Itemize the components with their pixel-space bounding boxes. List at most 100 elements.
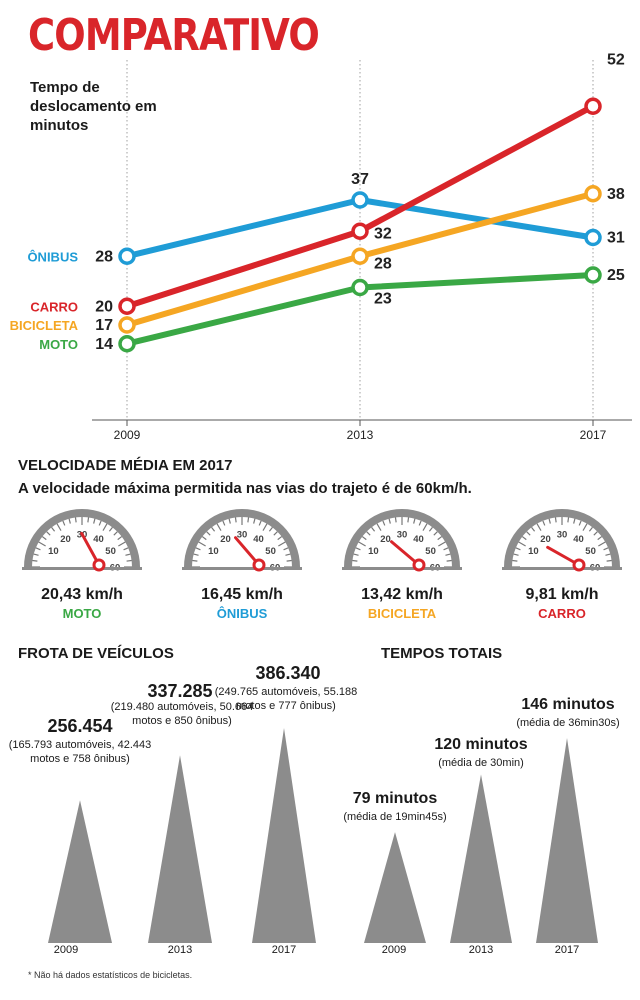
gauge-tick-onibus-10: [228, 518, 231, 524]
gauge-tick-onibus-9: [222, 520, 226, 526]
time-total-2013: 120 minutos: [434, 736, 528, 753]
gauge-tick-moto-17: [108, 526, 113, 532]
gauge-tick-bicicleta-4: [358, 541, 366, 547]
time-detail-2013: (média de 30min): [438, 757, 524, 769]
time-total-2017: 146 minutos: [521, 696, 615, 713]
times-triangle-2009: [364, 832, 426, 943]
gauge-tick-onibus-15: [258, 520, 262, 526]
series-label-carro: CARRO: [30, 299, 78, 314]
gauge-value-onibus: 16,45 km/h: [201, 586, 283, 603]
point-bicicleta-2013: [351, 247, 369, 265]
gauge-scale-moto-20: 20: [60, 534, 71, 545]
gauge-tick-onibus-18: [273, 531, 278, 536]
gauge-tick-onibus-20: [278, 541, 286, 547]
gauge-tick-bicicleta-22: [445, 553, 451, 556]
gauge-tick-carro-11: [554, 517, 557, 523]
gauge-inner-bicicleta: [352, 517, 452, 567]
gauge-tick-moto-5: [41, 536, 47, 541]
fleet-detail-2013: (219.480 automóveis, 50.664 motos e 850 …: [110, 701, 254, 727]
gauge-tick-onibus-17: [268, 526, 273, 532]
gauge-base-carro: [502, 567, 622, 570]
times-triangle-2017: [536, 738, 598, 943]
gauge-tick-onibus-21: [283, 547, 289, 551]
gauge-tick-moto-1: [32, 559, 38, 562]
gauge-inner-onibus: [192, 517, 292, 567]
gauge-tick-carro-14: [573, 518, 576, 524]
gauge-tick-carro-9: [542, 520, 546, 526]
gauge-tick-moto-10: [68, 518, 71, 524]
gauge-tick-bicicleta-21: [443, 547, 449, 551]
point-onibus-2009: [118, 247, 136, 265]
gauge-tick-carro-7: [531, 526, 536, 532]
fleet-year-2013: 2013: [167, 944, 193, 956]
gauge-tick-bicicleta-5: [361, 536, 367, 541]
gauge-tick-onibus-22: [285, 553, 291, 556]
gauge-tick-moto-15: [98, 520, 102, 526]
speed-title: VELOCIDADE MÉDIA EM 2017: [18, 457, 233, 474]
data-label-carro-2017: 52: [607, 51, 625, 68]
gauge-value-bicicleta: 13,42 km/h: [361, 586, 443, 603]
gauge-tick-moto-3: [35, 547, 41, 551]
gauge-tick-onibus-3: [195, 547, 201, 551]
gauge-tick-onibus-4: [198, 541, 206, 547]
gauge-value-carro: 9,81 km/h: [525, 586, 599, 603]
gauge-scale-moto-40: 40: [93, 534, 104, 545]
speed-note: A velocidade máxima permitida nas vias d…: [18, 480, 472, 497]
fleet-detail-2009: (165.793 automóveis, 42.443 motos e 758 …: [8, 739, 152, 765]
fleet-title: FROTA DE VEÍCULOS: [18, 645, 174, 662]
gauge-tick-carro-13: [567, 517, 570, 523]
gauge-tick-bicicleta-9: [382, 520, 386, 526]
gauge-tick-bicicleta-17: [428, 526, 433, 532]
gauge-tick-carro-1: [512, 559, 518, 562]
gauge-tick-moto-9: [62, 520, 66, 526]
gauge-base-onibus: [182, 567, 302, 570]
gauge-scale-onibus-10: 10: [208, 546, 219, 557]
gauge-inner-moto: [32, 517, 132, 567]
point-bicicleta-2017: [584, 185, 602, 203]
gauge-scale-bicicleta-10: 10: [368, 546, 379, 557]
gauge-tick-moto-7: [51, 526, 56, 532]
point-carro-2017: [584, 97, 602, 115]
point-carro-2013: [351, 222, 369, 240]
line-chart: 2009 2013 2017 28 37 31 ÔNIBUS 20 32 52 CARRO 17 28…: [10, 51, 632, 442]
data-label-moto-2013: 23: [374, 291, 392, 308]
gauge-tick-moto-20: [118, 541, 126, 547]
fleet-total-2017: 386.340: [255, 663, 321, 683]
times-year-2017: 2017: [554, 944, 580, 956]
gauge-tick-bicicleta-13: [407, 517, 410, 523]
gauge-tick-carro-4: [518, 541, 526, 547]
gauge-tick-moto-4: [38, 541, 46, 547]
gauge-tick-bicicleta-15: [418, 520, 422, 526]
gauge-tick-bicicleta-7: [371, 526, 376, 532]
data-label-carro-2009: 20: [95, 298, 113, 315]
gauge-scale-bicicleta-30: 30: [397, 530, 408, 541]
gauge-tick-carro-2: [513, 553, 519, 556]
data-label-bicicleta-2017: 38: [607, 186, 625, 203]
gauge-tick-bicicleta-1: [352, 559, 358, 562]
point-bicicleta-2009: [118, 316, 136, 334]
gauge-tick-carro-6: [526, 531, 531, 536]
gauge-tick-onibus-2: [193, 553, 199, 556]
series-label-moto: MOTO: [39, 337, 78, 352]
gauge-scale-moto-10: 10: [48, 546, 59, 557]
gauge-scale-carro-20: 20: [540, 534, 551, 545]
chart-subtitle: Tempo de deslocamento em minutos: [30, 79, 157, 134]
data-label-onibus-2013: 37: [351, 171, 369, 188]
gauge-tick-onibus-8: [216, 523, 222, 531]
gauge-tick-moto-22: [125, 553, 131, 556]
fleet-total-2013: 337.285: [147, 681, 213, 701]
gauge-label-moto: MOTO: [62, 606, 102, 621]
fleet-triangle-2013: [148, 755, 212, 943]
gauge-pivot-bicicleta: [412, 558, 426, 572]
gauge-inner-carro: [512, 517, 612, 567]
gauge-tick-moto-21: [123, 547, 129, 551]
gauge-tick-bicicleta-11: [394, 517, 397, 523]
gauge-tick-moto-14: [93, 518, 96, 524]
gauge-tick-carro-19: [597, 536, 603, 541]
point-moto-2017: [584, 266, 602, 284]
gauge-tick-moto-16: [102, 523, 108, 531]
data-label-bicicleta-2013: 28: [374, 255, 392, 272]
gauge-tick-bicicleta-3: [355, 547, 361, 551]
gauge-tick-carro-3: [515, 547, 521, 551]
fleet-year-2017: 2017: [271, 944, 297, 956]
